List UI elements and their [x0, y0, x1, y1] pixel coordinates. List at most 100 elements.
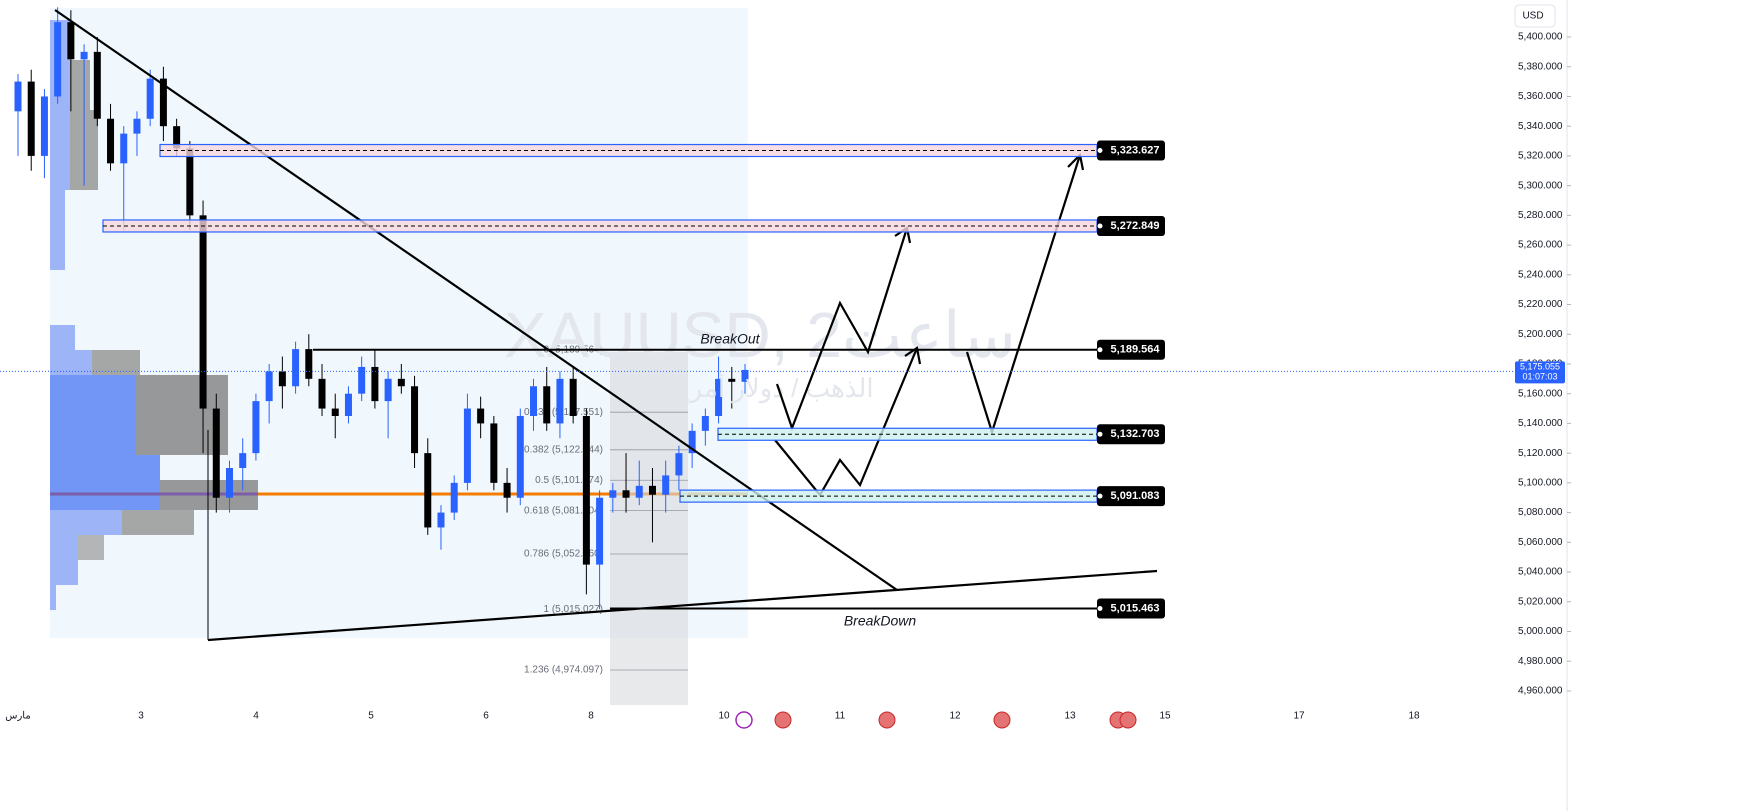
- candle-body: [490, 423, 498, 483]
- y-tick-label: 5,320.000: [1518, 151, 1563, 162]
- candle-body: [609, 490, 617, 498]
- candle-body: [530, 386, 538, 416]
- last-price-tag: [1515, 361, 1565, 384]
- x-tick-label: 6: [483, 711, 489, 722]
- fib-label: 1.236 (4,974.097): [524, 665, 603, 676]
- fib-box: [610, 352, 688, 705]
- candle-body: [596, 497, 604, 565]
- level-label: 5,091.083: [1111, 490, 1160, 502]
- fib-label: 0.382 (5,122.244): [524, 444, 603, 455]
- y-tick-label: 5,280.000: [1518, 210, 1563, 221]
- y-tick-label: 5,260.000: [1518, 240, 1563, 251]
- y-tick-label: 5,300.000: [1518, 180, 1563, 191]
- level-label: 5,189.564: [1111, 344, 1161, 356]
- level-anchor: [1096, 605, 1104, 613]
- candle-body: [212, 408, 220, 498]
- candle-body: [27, 81, 35, 156]
- candle-body: [715, 378, 723, 416]
- watermark-symbol: XAUUSD, 2ساعت: [504, 299, 1016, 371]
- candle-body: [503, 482, 511, 498]
- y-tick-label: 5,040.000: [1518, 567, 1563, 578]
- x-tick-label: 11: [835, 711, 846, 722]
- level-tag: [1097, 424, 1165, 445]
- countdown: 01:07:03: [1522, 372, 1557, 382]
- y-tick-label: 5,340.000: [1518, 121, 1563, 132]
- candle-body: [93, 51, 101, 119]
- y-tick-label: 5,080.000: [1518, 507, 1563, 518]
- y-tick-label: 5,240.000: [1518, 269, 1563, 280]
- level-anchor: [1096, 346, 1104, 354]
- x-tick-label: 3: [138, 711, 144, 722]
- x-tick-label: 4: [253, 711, 259, 722]
- y-tick-label: 5,220.000: [1518, 299, 1563, 310]
- candle-body: [477, 408, 485, 424]
- candle-body: [40, 96, 48, 156]
- candle-body: [265, 371, 273, 402]
- y-tick-label: 5,380.000: [1518, 61, 1563, 72]
- candle-body: [199, 215, 207, 409]
- level-label: 5,015.463: [1111, 602, 1160, 614]
- level-tag: [1097, 598, 1165, 619]
- x-tick-label: 13: [1064, 711, 1076, 722]
- candle-body: [371, 366, 379, 402]
- candle-body: [701, 415, 709, 431]
- level-anchor: [1096, 222, 1104, 230]
- candle-body: [80, 51, 88, 60]
- candle-body: [344, 393, 352, 416]
- y-tick-label: 5,360.000: [1518, 91, 1563, 102]
- candle-body: [437, 512, 445, 528]
- x-tick-label: 18: [1408, 711, 1420, 722]
- candle-body: [305, 349, 313, 379]
- candle-body: [635, 485, 643, 498]
- fib-label: 0.236 (5,147.551): [524, 407, 603, 418]
- candle-body: [133, 118, 141, 134]
- candle-body: [358, 366, 366, 394]
- candle-body: [622, 490, 630, 498]
- y-tick-label: 5,000.000: [1518, 626, 1563, 637]
- candle-body: [648, 485, 656, 495]
- candle-body: [67, 22, 75, 60]
- candle-body: [397, 378, 405, 387]
- candle-body: [384, 378, 392, 402]
- candle-body: [582, 415, 590, 565]
- candle-body: [675, 453, 683, 476]
- level-anchor: [1096, 492, 1104, 500]
- fib-label: 0.786 (5,052.160): [524, 549, 603, 560]
- candle-body: [318, 378, 326, 409]
- candle-body: [516, 415, 524, 498]
- candle-body: [107, 118, 115, 164]
- x-tick-label: 8: [588, 711, 594, 722]
- annotation: BreakDown: [844, 613, 917, 629]
- candle-body: [186, 148, 194, 216]
- candle-body: [146, 78, 154, 119]
- level-tag: [1097, 215, 1165, 236]
- currency-button[interactable]: [1514, 4, 1556, 28]
- y-tick-label: 5,020.000: [1518, 596, 1563, 607]
- candle-body: [120, 133, 128, 164]
- y-tick-label: 5,100.000: [1518, 478, 1563, 489]
- y-tick-label: 5,160.000: [1518, 388, 1563, 399]
- level-tag: [1097, 486, 1165, 507]
- y-tick-label: 4,960.000: [1518, 686, 1563, 697]
- last-price-label: 5,175.055: [1520, 362, 1560, 372]
- fib-label: 1 (5,015.027): [544, 604, 604, 615]
- x-tick-label: 10: [718, 711, 730, 722]
- candle-body: [54, 22, 62, 97]
- candle-body: [463, 408, 471, 483]
- candle-body: [173, 126, 181, 149]
- candle-body: [662, 475, 670, 495]
- candle-body: [569, 378, 577, 416]
- level-anchor: [1096, 147, 1104, 155]
- y-tick-label: 5,400.000: [1518, 32, 1563, 43]
- level-label: 5,132.703: [1111, 428, 1160, 440]
- level-tag: [1097, 339, 1165, 360]
- y-tick-label: 4,980.000: [1518, 656, 1563, 667]
- annotation: BreakOut: [700, 331, 760, 347]
- currency: USD: [1522, 11, 1543, 22]
- level-anchor: [1096, 430, 1104, 438]
- level-label: 5,272.849: [1111, 220, 1160, 232]
- candle-body: [14, 81, 22, 112]
- candle-body: [411, 386, 419, 454]
